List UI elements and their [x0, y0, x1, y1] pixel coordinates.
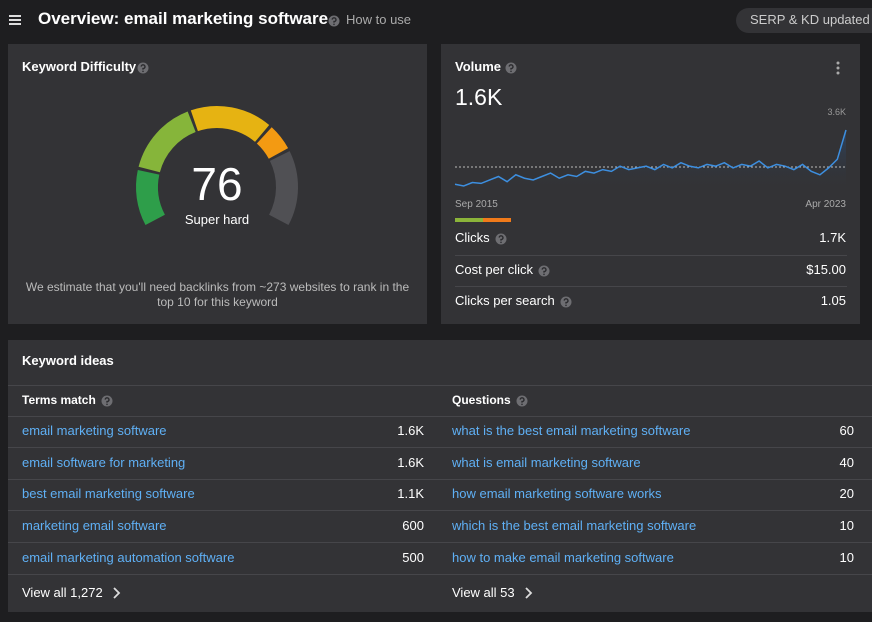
keyword-volume: 20 [839, 486, 854, 501]
keyword-link[interactable]: marketing email software [22, 518, 167, 533]
help-dot [564, 304, 567, 307]
help-dot [142, 70, 144, 73]
help-icon[interactable] [137, 62, 149, 74]
keyword-volume: 500 [402, 550, 424, 565]
keyword-volume: 600 [402, 518, 424, 533]
keyword-link[interactable]: how email marketing software works [452, 486, 662, 501]
metric-value: 1.7K [819, 230, 846, 245]
help-glyph [519, 397, 525, 403]
metric-label: Clicks per search [455, 293, 555, 308]
help-glyph [541, 267, 547, 273]
card-title: Volume [455, 59, 501, 74]
keyword-link[interactable]: what is email marketing software [452, 455, 641, 470]
help-dot [499, 241, 502, 244]
keyword-volume: 40 [839, 455, 854, 470]
help-glyph [331, 17, 337, 23]
divider [455, 286, 847, 287]
chevron-icon[interactable] [111, 587, 121, 599]
keyword-volume: 10 [839, 518, 854, 533]
kd-description: We estimate that you'll need backlinks f… [25, 280, 410, 309]
help-dot [543, 273, 545, 276]
help-glyph [140, 64, 146, 70]
column-title: Questions [452, 393, 511, 407]
keyword-link[interactable]: how to make email marketing software [452, 550, 674, 565]
volume-trend: 3.6K [454, 107, 847, 192]
menu-icon[interactable] [8, 13, 22, 27]
trend-line [454, 129, 847, 187]
help-icon[interactable] [516, 395, 528, 407]
divider [8, 574, 872, 575]
help-dot [520, 403, 523, 406]
card-title: Keyword Difficulty [22, 59, 137, 74]
help-link[interactable]: How to use [346, 12, 412, 27]
help-glyph [498, 235, 504, 241]
trend-area [455, 130, 846, 192]
divider [8, 479, 872, 480]
keyword-link[interactable]: what is the best email marketing softwar… [452, 423, 691, 438]
help-dot [510, 70, 512, 73]
chevron-icon[interactable] [523, 587, 533, 599]
metric-label: Clicks [455, 230, 490, 245]
metric-label: Cost per click [455, 262, 534, 277]
keyword-volume: 1.1K [397, 486, 424, 501]
card-title: Keyword ideas [22, 353, 114, 368]
divider [8, 385, 872, 386]
keyword-link[interactable]: email marketing software [22, 423, 167, 438]
gauge-arc [138, 111, 197, 173]
view-all[interactable]: View all 53 [452, 585, 515, 600]
keyword-link[interactable]: which is the best email marketing softwa… [452, 518, 697, 533]
metric-value: $15.00 [806, 262, 846, 277]
kd-card [8, 44, 427, 324]
keyword-link[interactable]: best email marketing software [22, 486, 195, 501]
y-tick-label: 3.6K [827, 107, 846, 117]
kd-value: 76 [191, 158, 242, 210]
divider [8, 416, 872, 417]
gauge-track [268, 151, 298, 226]
column-title: Terms match [22, 393, 96, 407]
gauge-arc [256, 127, 289, 160]
status-text: SERP & KD updated 2 [750, 12, 872, 27]
help-icon[interactable] [101, 395, 113, 407]
divider [8, 447, 872, 448]
chevron [525, 587, 532, 599]
volume-value: 1.6K [455, 84, 503, 110]
keyword-volume: 10 [839, 550, 854, 565]
divider [455, 255, 847, 256]
status-pill [736, 8, 872, 33]
keyword-link[interactable]: email marketing automation software [22, 550, 235, 565]
help-icon[interactable] [328, 15, 340, 27]
data-source-bar [455, 218, 483, 222]
data-source-bar [483, 218, 511, 222]
help-icon[interactable] [505, 62, 517, 74]
keyword-volume: 1.6K [397, 455, 424, 470]
help-icon[interactable] [495, 233, 507, 245]
gauge-arc [136, 169, 166, 226]
gauge-arc [190, 106, 270, 143]
divider [8, 510, 872, 511]
chevron [113, 587, 120, 599]
help-glyph [104, 397, 110, 403]
more-icon[interactable] [831, 60, 845, 76]
ideas-card [8, 340, 872, 612]
kd-rating: Super hard [184, 212, 250, 227]
kd-gauge: 76 [136, 106, 298, 226]
x-tick-label: Apr 2023 [805, 199, 846, 210]
x-tick-label: Sep 2015 [455, 199, 498, 210]
help-glyph [508, 64, 514, 70]
page-title: Overview: email marketing software [38, 9, 329, 28]
keyword-volume: 60 [839, 423, 854, 438]
help-dot [333, 23, 335, 26]
view-all[interactable]: View all 1,272 [22, 585, 103, 600]
divider [8, 542, 872, 543]
help-glyph [563, 298, 569, 304]
metric-value: 1.05 [820, 293, 846, 308]
help-dot [106, 403, 108, 406]
help-icon[interactable] [560, 296, 572, 308]
keyword-volume: 1.6K [397, 423, 424, 438]
help-icon[interactable] [538, 265, 550, 277]
keyword-link[interactable]: email software for marketing [22, 455, 186, 470]
